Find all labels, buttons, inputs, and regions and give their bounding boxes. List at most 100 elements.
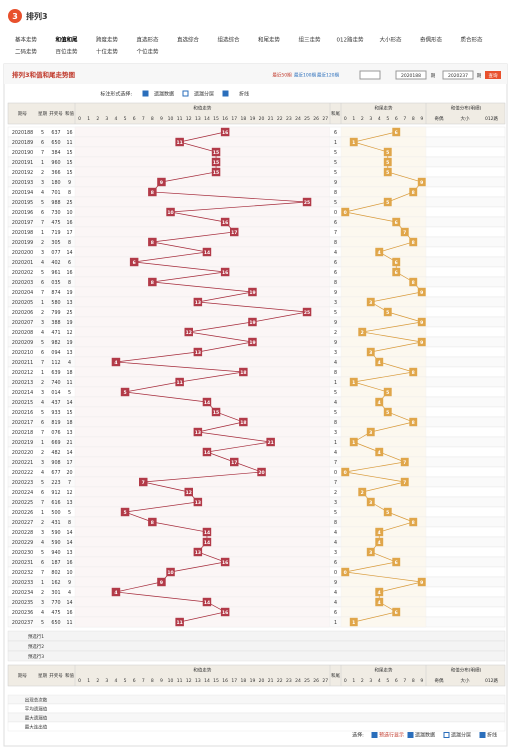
- checkbox[interactable]: [182, 90, 189, 97]
- nav-tab[interactable]: 012路走势: [337, 36, 364, 44]
- tail-marker: [392, 267, 401, 277]
- sum-marker-label: 20: [258, 470, 264, 476]
- checkbox[interactable]: [222, 90, 229, 97]
- nav-tab[interactable]: 和尾走势: [258, 36, 281, 44]
- weekday: 5: [41, 410, 44, 416]
- footer-option: 折线: [487, 732, 497, 739]
- weekday: 6: [41, 560, 44, 566]
- tail-marker-label: 5: [386, 170, 389, 176]
- sum-area: [74, 406, 330, 418]
- sum-marker-label: 5: [123, 390, 126, 396]
- nav-tab[interactable]: 基本走势: [15, 36, 38, 44]
- quick-link[interactable]: 最近120期: [317, 72, 340, 79]
- draw-number: 094: [51, 350, 60, 356]
- draw-number: 388: [51, 320, 60, 326]
- sum-column: 10: [168, 678, 174, 684]
- quick-link[interactable]: 最近50期: [272, 72, 292, 79]
- sum-marker: [202, 247, 212, 257]
- tail-marker-label: 9: [420, 180, 423, 186]
- sum-marker-label: 8: [151, 280, 154, 286]
- tail-area: [340, 126, 427, 138]
- tail-value: 9: [334, 290, 337, 296]
- tail-area: [340, 506, 427, 518]
- tail-value: 7: [334, 460, 337, 466]
- weekday: 6: [41, 280, 44, 286]
- tail-marker: [375, 527, 384, 537]
- tail-marker-label: 5: [386, 150, 389, 156]
- tail-marker-label: 5: [386, 200, 389, 206]
- to-input[interactable]: [442, 70, 474, 80]
- issue: 2020229: [12, 540, 33, 546]
- nav-tab[interactable]: 个位走势: [136, 48, 159, 56]
- draw-number: 719: [51, 230, 60, 236]
- nav-tab[interactable]: 大小形态: [379, 36, 402, 44]
- nav-tab[interactable]: 质合形态: [460, 36, 483, 44]
- tail-area: [340, 396, 427, 408]
- weekday: 4: [41, 400, 44, 406]
- sum-marker: [202, 447, 212, 457]
- issue: 2020199: [12, 240, 33, 246]
- nav-tab[interactable]: 和值和尾: [55, 36, 78, 44]
- sum-marker-label: 14: [204, 530, 210, 536]
- checkbox[interactable]: [407, 732, 414, 738]
- weekday: 1: [41, 510, 44, 516]
- tail-value: 0: [334, 470, 337, 476]
- tail-marker-label: 1: [352, 620, 355, 626]
- checkbox[interactable]: [479, 732, 486, 738]
- nav-tab[interactable]: 奇偶形态: [420, 36, 443, 44]
- tail-column: 3: [369, 678, 372, 684]
- sum-column: 27: [322, 116, 328, 122]
- quick-link[interactable]: 最近100期: [294, 72, 317, 79]
- nav-tab[interactable]: 组选综合: [217, 36, 240, 44]
- sum-area: [74, 236, 330, 248]
- issue: 2020188: [12, 130, 33, 136]
- tail-marker-label: 6: [395, 610, 398, 616]
- nav-tab[interactable]: 组三走势: [298, 36, 321, 44]
- nav-tab[interactable]: 二码走势: [15, 48, 38, 56]
- draw-number: 961: [51, 270, 60, 276]
- sum-marker: [302, 197, 312, 207]
- nav-tab[interactable]: 百位走势: [55, 48, 78, 56]
- issue: 2020225: [12, 500, 33, 506]
- sum-column: 8: [151, 116, 154, 122]
- tail-marker-label: 4: [378, 400, 381, 406]
- sum-marker-label: 13: [195, 550, 201, 556]
- nav-tab[interactable]: 直选形态: [136, 36, 159, 44]
- weekday: 6: [41, 210, 44, 216]
- nav-tab[interactable]: 直选综合: [177, 36, 200, 44]
- sum-value: 16: [66, 610, 72, 616]
- tail-marker: [409, 417, 418, 427]
- period-select[interactable]: [359, 70, 381, 80]
- checkbox[interactable]: [443, 732, 450, 738]
- weekday: 7: [41, 150, 44, 156]
- tail-marker: [349, 377, 358, 387]
- column-header: 和尾: [331, 672, 340, 679]
- tail-column: 7: [403, 678, 406, 684]
- preselect-row: [7, 640, 506, 652]
- query-button[interactable]: [485, 71, 501, 79]
- sum-value: 17: [66, 460, 72, 466]
- tail-value: 4: [334, 530, 337, 536]
- sum-marker-label: 19: [249, 320, 255, 326]
- sum-value: 14: [66, 530, 72, 536]
- tail-marker-label: 2: [361, 490, 364, 496]
- checkbox[interactable]: [371, 732, 378, 738]
- checkbox[interactable]: [142, 90, 149, 97]
- sum-value: 5: [68, 510, 71, 516]
- issue: 2020224: [12, 490, 33, 496]
- from-input[interactable]: [395, 70, 427, 80]
- tail-value: 7: [334, 480, 337, 486]
- sum-value: 14: [66, 450, 72, 456]
- nav-tab[interactable]: 十位走势: [96, 48, 119, 56]
- weekday: 2: [41, 450, 44, 456]
- draw-number: 590: [51, 530, 60, 536]
- sum-value: 8: [68, 280, 71, 286]
- sum-marker: [257, 467, 266, 477]
- tail-marker: [383, 147, 392, 157]
- sum-value: 20: [66, 470, 72, 476]
- sum-marker: [230, 457, 239, 467]
- weekday: 7: [41, 500, 44, 506]
- issue: 2020212: [12, 370, 33, 376]
- nav-tab[interactable]: 跨度走势: [96, 36, 119, 44]
- sum-marker-label: 7: [142, 480, 145, 486]
